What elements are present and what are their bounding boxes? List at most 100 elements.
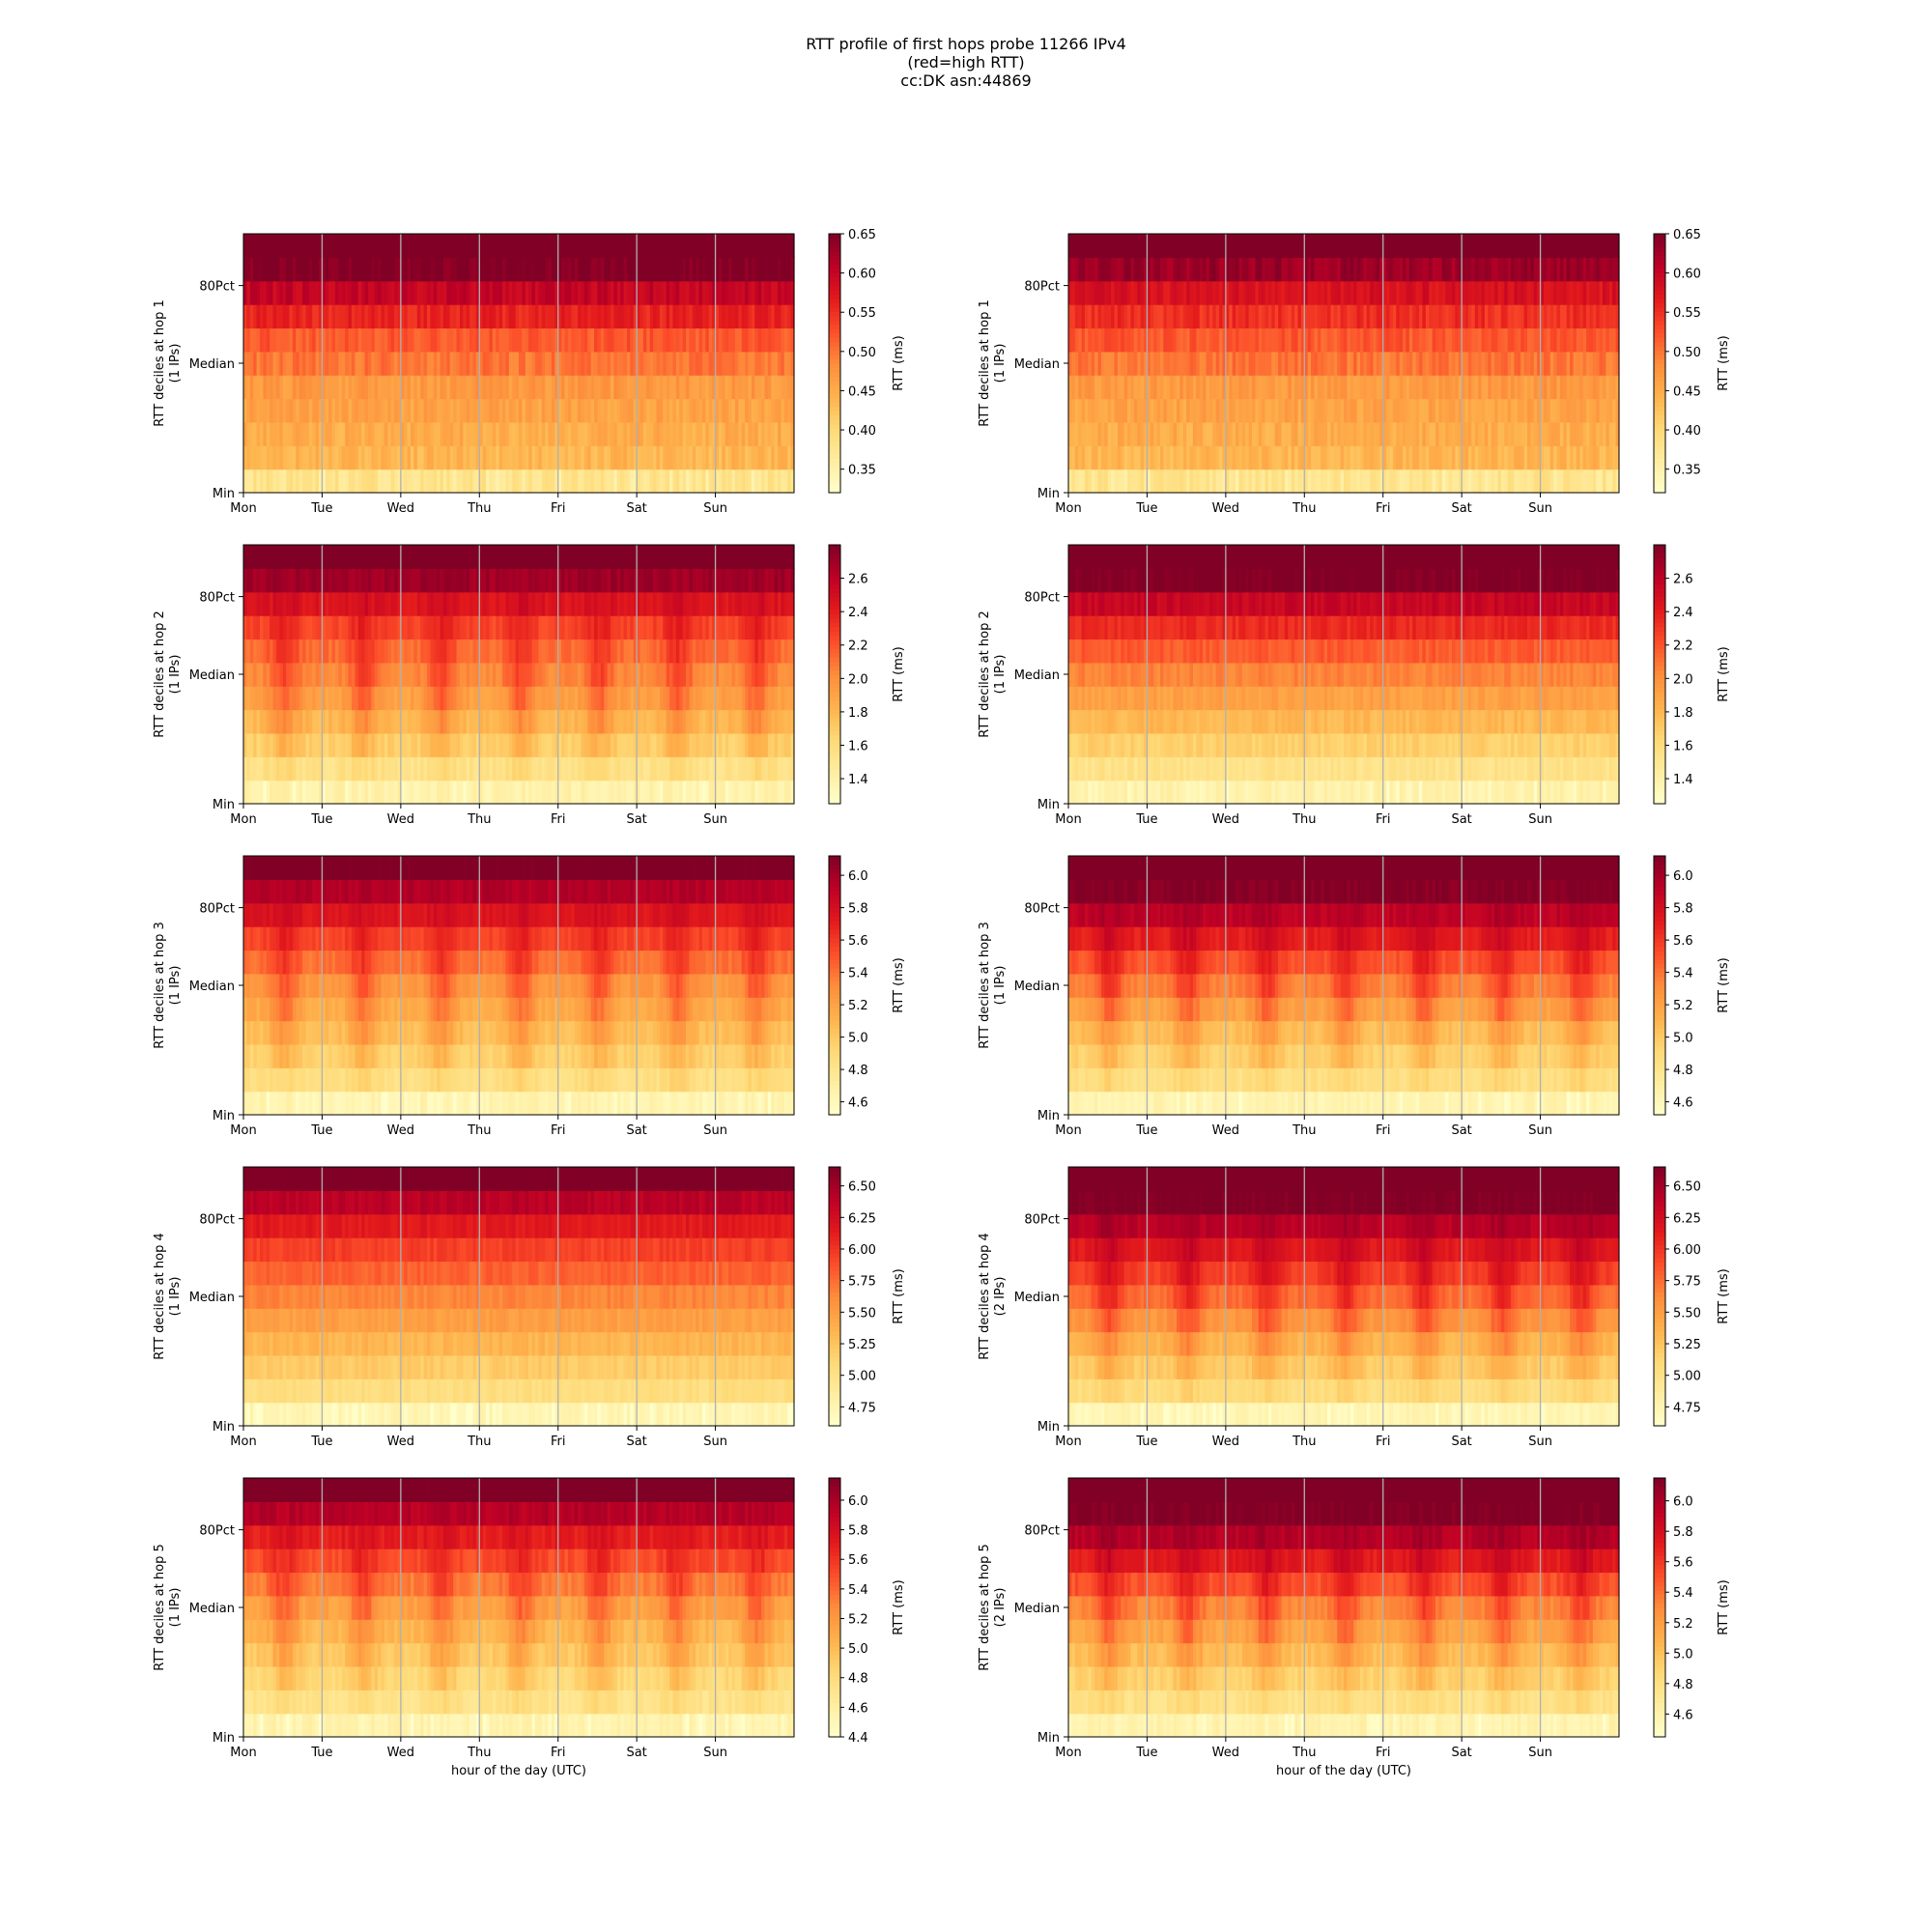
heatmap-cell: [293, 257, 297, 281]
heatmap-cell: [499, 304, 503, 328]
heatmap-cell: [1406, 469, 1409, 494]
heatmap-cell: [650, 399, 654, 423]
heatmap-cell: [375, 710, 379, 734]
heatmap-cell: [1177, 399, 1180, 423]
colorbar-segment: [829, 307, 840, 312]
heatmap-cell: [1177, 234, 1180, 258]
heatmap-cell: [1429, 469, 1433, 494]
heatmap-cell: [1600, 469, 1604, 494]
heatmap-cell: [660, 422, 664, 446]
colorbar-segment: [829, 376, 840, 381]
x-tick-label-thu: Thu: [1292, 501, 1316, 516]
heatmap-cell: [672, 281, 676, 305]
heatmap-cell: [1544, 234, 1548, 258]
heatmap-cell: [522, 422, 526, 446]
heatmap-cell: [1337, 445, 1341, 469]
heatmap-cell: [1475, 375, 1479, 399]
heatmap-cell: [489, 469, 493, 494]
heatmap-cell: [705, 399, 709, 423]
heatmap-panel-hop-2-left: Mon Tue Wed Thu Fri Sat SunMinMedian80PctRTT d…: [153, 545, 906, 827]
heatmap-cell: [1255, 422, 1259, 446]
colorbar-segment: [1654, 260, 1665, 265]
heatmap-panel-hop-1-left: Mon Tue Wed Thu Fri Sat SunMinMedian80PctRTT d…: [153, 228, 906, 516]
heatmap-cell: [352, 733, 355, 757]
heatmap-cell: [328, 663, 332, 687]
heatmap-cell: [270, 422, 273, 446]
heatmap-cell: [660, 686, 664, 710]
heatmap-cell: [660, 445, 664, 469]
heatmap-cell: [1094, 234, 1098, 258]
heatmap-cell: [1324, 399, 1328, 423]
heatmap-cell: [672, 399, 676, 423]
heatmap-cell: [1094, 399, 1098, 423]
heatmap-cell: [627, 327, 631, 352]
heatmap-cell: [752, 281, 755, 305]
colorbar-segment: [1654, 393, 1665, 398]
heatmap-cell: [752, 710, 755, 734]
heatmap-cell: [246, 352, 250, 376]
heatmap-cell: [581, 781, 584, 805]
heatmap-cell: [1314, 375, 1318, 399]
heatmap-cell: [535, 710, 539, 734]
heatmap-cell: [545, 686, 549, 710]
heatmap-cell: [246, 375, 250, 399]
heatmap-cell: [604, 281, 608, 305]
heatmap-cell: [764, 663, 768, 687]
heatmap-cell: [1530, 327, 1534, 352]
heatmap-cell: [696, 733, 699, 757]
heatmap-cell: [1589, 445, 1593, 469]
heatmap-cell: [430, 445, 434, 469]
colorbar-segment: [1654, 359, 1665, 364]
heatmap-cell: [1118, 352, 1122, 376]
heatmap-cell: [316, 257, 320, 281]
heatmap-cell: [408, 710, 412, 734]
heatmap-cell: [1163, 445, 1167, 469]
y-tick-label-80pct: 80Pct: [1024, 280, 1060, 295]
heatmap-cell: [1429, 399, 1433, 423]
heatmap-cell: [1163, 469, 1167, 494]
heatmap-cell: [1141, 327, 1145, 352]
heatmap-cell: [719, 281, 723, 305]
heatmap-cell: [581, 327, 584, 352]
heatmap-cell: [696, 756, 699, 781]
heatmap-cell: [1497, 327, 1501, 352]
heatmap-cell: [260, 781, 264, 805]
heatmap-cell: [1209, 234, 1213, 258]
heatmap-cell: [1153, 281, 1157, 305]
heatmap-cell: [1497, 352, 1501, 376]
colorbar-segment: [829, 342, 840, 347]
heatmap-cell: [775, 733, 779, 757]
heatmap-cell: [338, 663, 342, 687]
heatmap-cell: [375, 686, 379, 710]
colorbar-segment: [829, 246, 840, 251]
heatmap-cell: [696, 422, 699, 446]
heatmap-cell: [1245, 469, 1249, 494]
heatmap-cell: [568, 399, 572, 423]
heatmap-cell: [489, 422, 493, 446]
heatmap-cell: [742, 257, 746, 281]
heatmap-cell: [1245, 399, 1249, 423]
heatmap-cell: [604, 756, 608, 781]
heatmap-cell: [683, 234, 687, 258]
heatmap-cell: [696, 710, 699, 734]
heatmap-cell: [568, 733, 572, 757]
heatmap-cell: [420, 639, 424, 663]
heatmap-cell: [361, 781, 365, 805]
heatmap-cell: [1567, 445, 1571, 469]
heatmap-cell: [545, 756, 549, 781]
colorbar-segment: [829, 449, 840, 454]
heatmap-cell: [1508, 352, 1512, 376]
heatmap-cell: [650, 327, 654, 352]
colorbar-segment: [1654, 251, 1665, 256]
heatmap-cell: [1255, 445, 1259, 469]
heatmap-cell: [1508, 281, 1512, 305]
heatmap-cell: [338, 639, 342, 663]
heatmap-cell: [775, 756, 779, 781]
heatmap-cell: [650, 352, 654, 376]
heatmap-cell: [719, 375, 723, 399]
heatmap-cell: [1347, 352, 1350, 376]
heatmap-cell: [1233, 257, 1236, 281]
heatmap-cell: [522, 686, 526, 710]
colorbar-segment: [829, 281, 840, 286]
heatmap-cell: [512, 257, 516, 281]
